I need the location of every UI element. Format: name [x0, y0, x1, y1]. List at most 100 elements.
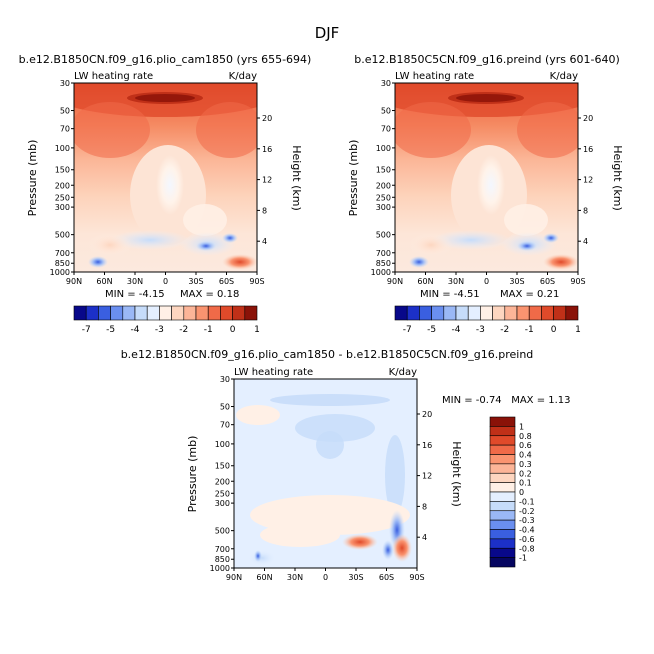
colorbar-swatch	[528, 305, 542, 321]
colorbar-swatch	[394, 305, 408, 321]
colorbar-swatch	[443, 305, 457, 321]
colorbar-swatch	[73, 305, 87, 321]
panel-3-minmax: MIN = -0.74 MAX = 1.13	[442, 395, 571, 406]
colorbar-swatch	[489, 491, 516, 502]
colorbar-label: -4	[131, 325, 140, 335]
colorbar-label: -2	[500, 325, 509, 335]
colorbar-label: 0	[519, 488, 524, 497]
height-tick-label: 4	[422, 533, 427, 542]
colorbar-swatch	[489, 482, 516, 493]
y-tick-label: 100	[215, 440, 230, 449]
panel-1-max: MAX = 0.18	[180, 289, 239, 300]
y-tick-label: 300	[376, 203, 391, 212]
height-tick-label: 12	[583, 176, 593, 185]
colorbar-swatch	[146, 305, 160, 321]
y-tick-label: 1000	[50, 268, 70, 277]
y-tick-label: 30	[60, 79, 70, 88]
y-tick-label: 100	[376, 144, 391, 153]
height-tick-label: 12	[262, 176, 272, 185]
height-tick-label: 8	[262, 206, 267, 215]
colorbar-swatch	[85, 305, 99, 321]
colorbar-panel-2: -7 -5 -4 -3 -2 -1 0 1	[394, 305, 581, 335]
colorbar-swatch	[480, 305, 493, 321]
y-tick-label: 200	[215, 477, 230, 486]
colorbar-label: 0	[230, 325, 236, 335]
panel-2-ylabel-right: Height (km)	[611, 145, 624, 211]
x-tick-label: 30S	[188, 277, 203, 286]
colorbar-swatch	[489, 501, 516, 512]
colorbar-label: -7	[403, 325, 412, 335]
colorbar-label: 0.3	[519, 460, 532, 469]
colorbar-swatch	[489, 547, 516, 558]
y-tick-label: 50	[220, 403, 230, 412]
panel-1-right-label: K/day	[229, 71, 257, 82]
colorbar-label: -7	[82, 325, 91, 335]
x-tick-label: 30N	[127, 277, 143, 286]
y-tick-label: 250	[55, 193, 70, 202]
colorbar-label: 1	[254, 325, 260, 335]
colorbar-swatch	[98, 305, 111, 321]
colorbar-label: -0.1	[519, 497, 535, 506]
y-tick-label: 70	[220, 421, 230, 430]
panel-1-min: MIN = -4.15	[105, 289, 165, 300]
colorbar-swatch	[207, 305, 221, 321]
x-tick-label: 30S	[509, 277, 524, 286]
colorbar-label: -0.6	[519, 535, 535, 544]
colorbar-label: 1	[575, 325, 581, 335]
panel-2-field	[395, 83, 578, 272]
colorbar-swatch	[489, 444, 516, 455]
colorbar-swatch	[541, 305, 554, 321]
y-tick-label: 850	[376, 259, 391, 268]
panel-3-right-label: K/day	[389, 367, 417, 378]
panel-1-ylabel-right: Height (km)	[290, 145, 303, 211]
colorbar-swatch	[489, 463, 516, 474]
colorbar-label: -3	[476, 325, 485, 335]
y-tick-label: 50	[381, 107, 391, 116]
colorbar-swatch	[220, 305, 233, 321]
panel-3: b.e12.B1850CN.f09_g16.plio_cam1850 - b.e…	[121, 348, 571, 582]
x-tick-label: 90S	[409, 573, 424, 582]
colorbar-swatch	[171, 305, 185, 321]
colorbar-label: -1	[525, 325, 534, 335]
height-tick-label: 8	[422, 502, 427, 511]
y-tick-label: 150	[215, 462, 230, 471]
x-tick-label: 60S	[219, 277, 234, 286]
colorbar-swatch	[195, 305, 209, 321]
x-tick-label: 90S	[570, 277, 585, 286]
colorbar-swatch	[504, 305, 518, 321]
colorbar-label: -1	[204, 325, 213, 335]
colorbar-label: -1	[519, 554, 527, 563]
colorbar-swatch	[232, 305, 246, 321]
colorbar-label: 0	[551, 325, 557, 335]
height-tick-label: 4	[583, 237, 588, 246]
colorbar-swatch	[489, 529, 516, 540]
height-tick-label: 20	[422, 410, 432, 419]
y-tick-label: 50	[60, 107, 70, 116]
x-tick-label: 30S	[348, 573, 363, 582]
colorbar-label: -3	[155, 325, 164, 335]
height-tick-label: 8	[583, 206, 588, 215]
x-tick-label: 90N	[226, 573, 242, 582]
panel-2-min: MIN = -4.51	[420, 289, 480, 300]
y-tick-label: 300	[55, 203, 70, 212]
colorbar-swatch	[489, 435, 516, 446]
colorbar-swatch	[406, 305, 420, 321]
panel-1-left-label: LW heating rate	[74, 71, 153, 82]
colorbar-swatch	[489, 519, 516, 530]
colorbar-swatch	[134, 305, 148, 321]
colorbar-label: 0.2	[519, 469, 532, 478]
y-tick-label: 1000	[371, 268, 391, 277]
panel-1-field	[74, 83, 257, 272]
colorbar-label: 0.4	[519, 451, 532, 460]
colorbar-swatch	[489, 557, 516, 568]
x-tick-label: 60N	[417, 277, 433, 286]
x-tick-label: 60N	[256, 573, 272, 582]
height-tick-label: 16	[422, 441, 432, 450]
colorbar-swatch	[489, 426, 516, 437]
y-tick-label: 500	[55, 231, 70, 240]
colorbar-swatch	[516, 305, 530, 321]
colorbar-swatch	[110, 305, 124, 321]
colorbar-swatch	[159, 305, 172, 321]
colorbar-swatch	[489, 472, 516, 483]
